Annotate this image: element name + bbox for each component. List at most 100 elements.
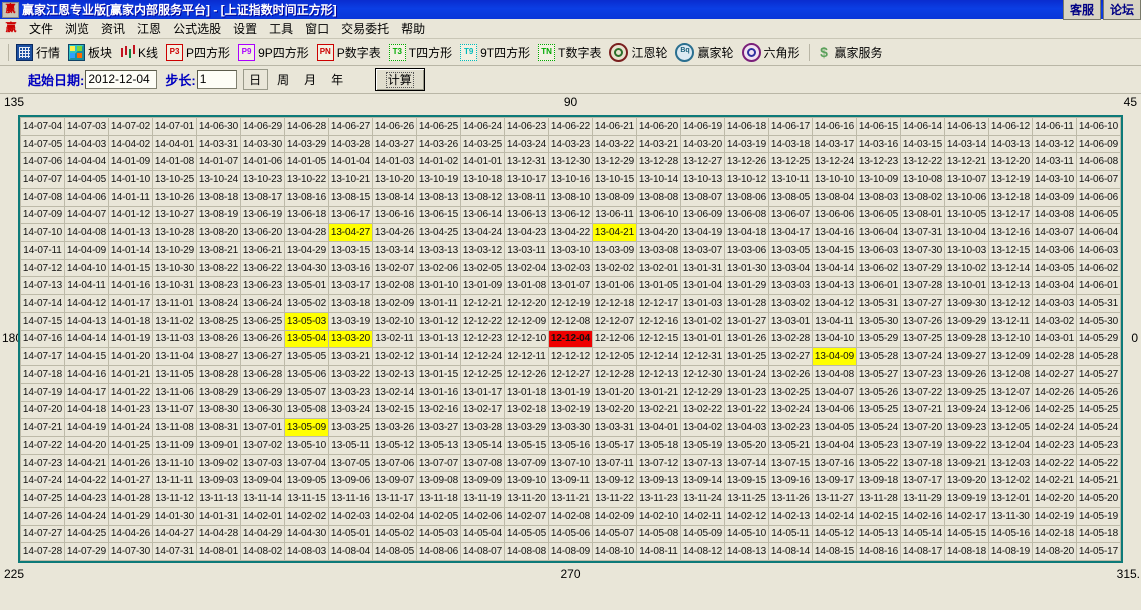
time-square-cell[interactable]: 13-01-07 [548,276,593,296]
time-square-cell[interactable]: 13-06-10 [636,205,681,225]
time-square-cell[interactable]: 13-05-27 [856,365,901,384]
time-square-cell[interactable]: 14-06-17 [768,117,813,136]
time-square-cell[interactable]: 13-10-15 [592,170,637,189]
time-square-cell[interactable]: 13-12-16 [988,223,1033,243]
time-square-cell[interactable]: 14-08-12 [680,542,725,561]
menu-item-gann[interactable]: 江恩 [137,22,162,36]
time-square-cell[interactable]: 14-02-18 [1032,524,1077,544]
time-square-cell[interactable]: 13-01-18 [504,382,549,402]
time-square-cell[interactable]: 14-03-25 [460,134,505,154]
time-square-cell[interactable]: 14-02-11 [680,506,725,526]
time-square-cell[interactable]: 13-06-27 [240,347,285,367]
time-square-cell[interactable]: 13-10-29 [152,241,197,260]
time-square-cell[interactable]: 13-05-09 [284,418,329,437]
time-square-cell[interactable]: 13-05-03 [284,311,329,331]
time-square-cell[interactable]: 14-06-01 [1076,276,1121,296]
time-square-cell[interactable]: 14-04-07 [64,205,109,225]
time-square-cell[interactable]: 14-04-27 [152,524,197,544]
time-square-cell[interactable]: 13-05-11 [328,435,373,455]
time-square-cell[interactable]: 14-03-24 [504,134,549,154]
time-square-cell[interactable]: 13-06-03 [856,241,901,260]
time-square-cell[interactable]: 12-12-07 [592,311,637,331]
time-square-cell[interactable]: 13-08-08 [636,187,681,207]
time-square-cell[interactable]: 14-03-07 [1032,223,1077,243]
time-square-cell[interactable]: 13-01-22 [724,400,769,420]
time-square-cell[interactable]: 14-06-06 [1076,187,1121,207]
time-square-cell[interactable]: 13-11-24 [680,489,725,508]
time-square-cell[interactable]: 13-05-05 [284,347,329,367]
time-square-cell[interactable]: 14-08-10 [592,542,637,561]
time-square-cell[interactable]: 13-04-29 [284,241,329,260]
menu-item-window[interactable]: 窗口 [305,22,330,36]
time-square-cell[interactable]: 13-10-07 [944,170,989,189]
time-square-cell[interactable]: 13-01-11 [416,294,461,313]
time-square-cell[interactable]: 13-05-15 [504,435,549,455]
time-square-cell[interactable]: 13-04-14 [812,258,857,278]
time-square-cell[interactable]: 13-11-11 [152,471,197,491]
time-square-cell[interactable]: 14-05-07 [592,524,637,544]
time-square-cell[interactable]: 14-06-22 [548,117,593,136]
time-square-cell[interactable]: 14-08-17 [900,542,945,561]
time-square-cell[interactable]: 14-04-06 [64,187,109,207]
time-square-cell[interactable]: 14-01-19 [108,329,153,349]
time-square-cell[interactable]: 14-01-26 [108,453,153,473]
time-square-cell[interactable]: 14-01-06 [240,152,285,172]
time-square-cell[interactable]: 13-01-28 [724,294,769,313]
time-square-cell[interactable]: 13-07-19 [900,435,945,455]
time-square-cell[interactable]: 14-07-15 [20,311,65,331]
time-square-cell[interactable]: 13-03-13 [416,241,461,260]
time-square-cell[interactable]: 13-10-11 [768,170,813,189]
toolbar-button-sectors[interactable]: 板块 [65,43,115,62]
time-square-cell[interactable]: 14-01-03 [372,152,417,172]
time-square-cell[interactable]: 13-02-02 [592,258,637,278]
time-square-cell[interactable]: 14-08-15 [812,542,857,561]
time-square-cell[interactable]: 14-06-28 [284,117,329,136]
time-square-cell[interactable]: 12-12-09 [504,311,549,331]
time-square-cell[interactable]: 14-03-22 [592,134,637,154]
time-square-cell[interactable]: 13-08-28 [196,365,241,384]
time-square-cell[interactable]: 14-06-20 [636,117,681,136]
menu-item-browse[interactable]: 浏览 [65,22,90,36]
time-square-cell[interactable]: 13-05-25 [856,400,901,420]
time-square-cell[interactable]: 14-06-08 [1076,152,1121,172]
time-square-cell[interactable]: 13-08-09 [592,187,637,207]
time-square-cell[interactable]: 13-09-06 [328,471,373,491]
time-square-cell[interactable]: 13-10-26 [152,187,197,207]
time-square-cell[interactable]: 14-07-16 [20,329,65,349]
time-square-cell[interactable]: 13-05-29 [856,329,901,349]
unit-month[interactable]: 月 [304,73,317,87]
time-square-cell[interactable]: 14-01-24 [108,418,153,437]
time-square-cell[interactable]: 13-05-21 [768,435,813,455]
time-square-cell[interactable]: 13-11-08 [152,418,197,437]
time-square-cell[interactable]: 14-07-01 [152,117,197,136]
time-square-cell[interactable]: 13-04-24 [460,223,505,243]
time-square-cell[interactable]: 13-10-27 [152,205,197,225]
time-square-cell[interactable]: 13-05-22 [856,453,901,473]
time-square-cell[interactable]: 14-05-11 [768,524,813,544]
time-square-cell[interactable]: 12-12-25 [460,365,505,384]
time-square-cell[interactable]: 13-03-23 [328,382,373,402]
time-square-cell[interactable]: 13-01-25 [724,347,769,367]
time-square-cell[interactable]: 14-07-20 [20,400,65,420]
time-square-cell[interactable]: 13-03-30 [548,418,593,437]
time-square-cell[interactable]: 14-03-09 [1032,187,1077,207]
time-square-cell[interactable]: 14-06-05 [1076,205,1121,225]
time-square-cell[interactable]: 13-03-14 [372,241,417,260]
time-square-cell[interactable]: 13-05-04 [284,329,329,349]
time-square-cell[interactable]: 13-10-02 [944,258,989,278]
time-square-cell[interactable]: 13-01-15 [416,365,461,384]
time-square-cell[interactable]: 12-12-22 [460,311,505,331]
time-square-cell[interactable]: 14-04-05 [64,170,109,189]
time-square-cell[interactable]: 13-06-08 [724,205,769,225]
time-square-cell[interactable]: 13-05-08 [284,400,329,420]
time-square-cell[interactable]: 13-08-16 [284,187,329,207]
time-square-cell[interactable]: 14-03-06 [1032,241,1077,260]
time-square-cell[interactable]: 12-12-20 [504,294,549,313]
time-square-cell[interactable]: 13-06-18 [284,205,329,225]
time-square-cell[interactable]: 13-07-17 [900,471,945,491]
time-square-cell[interactable]: 14-06-23 [504,117,549,136]
time-square-cell[interactable]: 13-11-04 [152,347,197,367]
time-square-cell[interactable]: 13-07-22 [900,382,945,402]
unit-year[interactable]: 年 [331,73,344,87]
time-square-cell[interactable]: 13-04-03 [724,418,769,437]
